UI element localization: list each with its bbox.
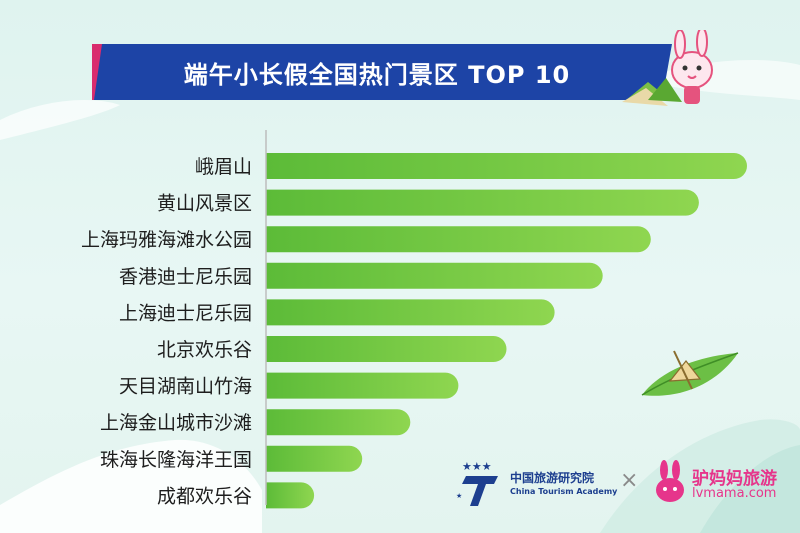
bar-8 [266,409,411,436]
china-tourism-academy-logo-icon: ★★★ ★ [456,460,498,506]
academy-subtitle: China Tourism Academy [510,487,618,496]
category-label-1: 峨眉山 [195,156,252,178]
bar-9 [266,445,363,472]
bars-group [266,153,747,509]
lvmama-name: 驴妈妈旅游 [692,469,777,489]
category-label-7: 天目湖南山竹海 [119,376,252,398]
category-label-6: 北京欢乐谷 [157,339,252,361]
cloud-top-left [0,100,120,140]
mountain-left [0,439,262,533]
rabbit-mascot-icon [622,30,713,106]
svg-text:★★★: ★★★ [462,460,492,473]
separator-cross: × [620,468,639,493]
bar-1 [266,153,747,179]
bar-7 [266,372,459,399]
category-label-4: 香港迪士尼乐园 [119,266,252,288]
academy-name: 中国旅游研究院 [510,471,595,485]
bar-5 [266,299,555,326]
category-label-8: 上海金山城市沙滩 [100,412,252,434]
bar-10 [266,482,315,509]
bar-4 [266,262,603,289]
title-banner: 端午小长假全国热门景区 TOP 10 [92,44,684,100]
bar-3 [266,226,651,253]
zongzi-leaf-boat-icon [641,350,739,396]
bar-6 [266,336,507,362]
lvmama-url: lvmama.com [692,486,777,501]
title-bg [94,44,672,100]
chart-title: 端午小长假全国热门景区 TOP 10 [183,60,571,89]
logo-area: ★★★ ★ 中国旅游研究院 China Tourism Academy × 驴妈… [452,458,792,508]
bar-2 [266,189,699,216]
mountain-right-back [700,445,800,533]
category-label-2: 黄山风景区 [157,193,252,215]
svg-text:★: ★ [456,492,462,500]
category-label-3: 上海玛雅海滩水公园 [81,229,252,251]
lvmama-logo-icon [656,460,684,502]
category-label-9: 珠海长隆海洋王国 [100,449,252,471]
labels-group: 峨眉山黄山风景区上海玛雅海滩水公园香港迪士尼乐园上海迪士尼乐园北京欢乐谷天目湖南… [81,156,252,507]
category-label-10: 成都欢乐谷 [157,485,252,507]
category-label-5: 上海迪士尼乐园 [119,302,252,324]
